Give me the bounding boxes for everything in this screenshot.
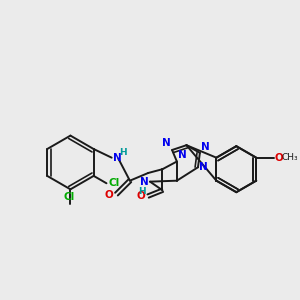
Text: N: N bbox=[201, 142, 210, 152]
Text: N: N bbox=[112, 153, 122, 163]
Text: N: N bbox=[178, 150, 187, 160]
Text: H: H bbox=[119, 148, 127, 158]
Text: N: N bbox=[199, 162, 208, 172]
Text: N: N bbox=[140, 177, 149, 187]
Text: N: N bbox=[162, 138, 171, 148]
Text: Cl: Cl bbox=[64, 192, 75, 202]
Text: O: O bbox=[274, 153, 283, 163]
Text: O: O bbox=[136, 191, 145, 201]
Text: Cl: Cl bbox=[108, 178, 120, 188]
Text: CH₃: CH₃ bbox=[281, 153, 298, 162]
Text: O: O bbox=[105, 190, 114, 200]
Text: H: H bbox=[139, 188, 146, 196]
